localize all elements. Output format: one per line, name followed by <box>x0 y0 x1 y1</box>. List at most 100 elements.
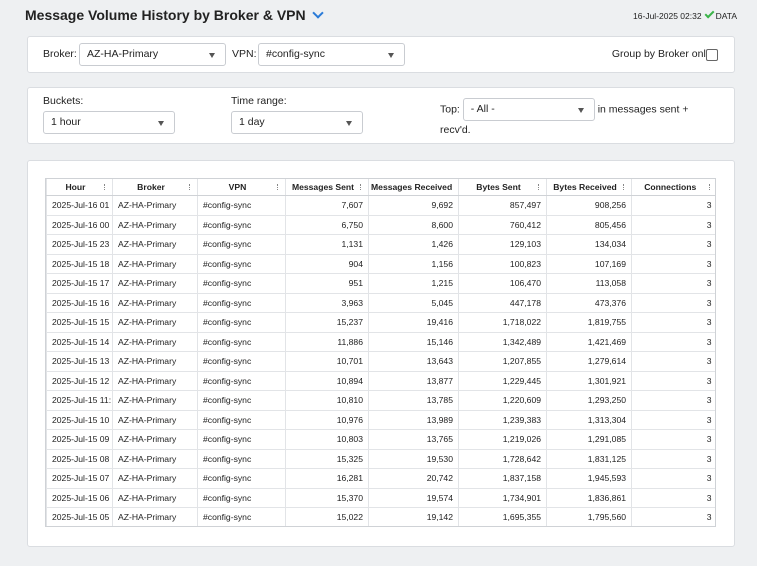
data-table: Hour Broker VPN Messages Sent Messages Recei… <box>46 179 715 526</box>
table-cell: #config-sync <box>197 351 286 372</box>
buckets-select[interactable]: 1 hour <box>43 111 175 134</box>
column-header[interactable]: Hour <box>46 179 113 196</box>
table-row[interactable]: 2025-Jul-15 14 AZ-HA-Primary #config-sync 1… <box>46 332 715 352</box>
table-cell: 1,837,158 <box>458 468 547 489</box>
column-header[interactable]: Connections <box>631 179 715 196</box>
table-cell: 3 <box>631 429 715 450</box>
table-cell: 100,823 <box>458 254 547 274</box>
table-cell: 3 <box>631 351 715 372</box>
table-cell: 447,178 <box>458 293 547 313</box>
table-row[interactable]: 2025-Jul-15 16 AZ-HA-Primary #config-sync 3… <box>46 293 715 313</box>
table-row[interactable]: 2025-Jul-15 09 AZ-HA-Primary #config-sync 1… <box>46 429 715 450</box>
table-cell: 2025-Jul-15 17 <box>46 273 113 294</box>
table-row[interactable]: 2025-Jul-15 11: AZ-HA-Primary #config-sync… <box>46 390 715 411</box>
table-cell: 1,301,921 <box>546 371 632 391</box>
table-cell: 113,058 <box>546 273 632 294</box>
column-header[interactable]: Bytes Received <box>546 179 632 196</box>
title-menu[interactable] <box>311 7 324 19</box>
options-panel: Buckets: 1 hour Time range: 1 day Top: -… <box>27 87 735 144</box>
table-cell: #config-sync <box>197 507 286 526</box>
table-cell: 8,600 <box>368 215 459 235</box>
table-cell: 3 <box>631 293 715 313</box>
table-cell: 1,207,855 <box>458 351 547 372</box>
table-cell: 3 <box>631 195 715 216</box>
table-cell: 10,894 <box>285 371 369 391</box>
status: DATA <box>715 11 737 21</box>
table-cell: 1,215 <box>368 273 459 294</box>
table-cell: 107,169 <box>546 254 632 274</box>
table-cell: 3 <box>631 312 715 333</box>
table-cell: AZ-HA-Primary <box>112 293 198 313</box>
broker-select[interactable]: AZ-HA-Primary <box>79 43 226 66</box>
table-cell: AZ-HA-Primary <box>112 273 198 294</box>
table-row[interactable]: 2025-Jul-15 05 AZ-HA-Primary #config-sync 1… <box>46 507 715 526</box>
top-suffix: in messages sent + recv'd. <box>440 103 689 136</box>
table-cell: 2025-Jul-15 10 <box>46 410 113 430</box>
table-cell: 1,718,022 <box>458 312 547 333</box>
table-cell: 951 <box>285 273 369 294</box>
vpn-select[interactable]: #config-sync <box>258 43 405 66</box>
table-cell: 2025-Jul-15 16 <box>46 293 113 313</box>
column-header[interactable]: Broker <box>112 179 198 196</box>
table-cell: 13,989 <box>368 410 459 430</box>
table-cell: 2025-Jul-16 00 <box>46 215 113 235</box>
table-cell: #config-sync <box>197 254 286 274</box>
column-header[interactable]: Messages Sent <box>285 179 369 196</box>
table-cell: 1,239,383 <box>458 410 547 430</box>
table-cell: 2025-Jul-16 01 <box>46 195 113 216</box>
table-row[interactable]: 2025-Jul-15 15 AZ-HA-Primary #config-sync 1… <box>46 312 715 333</box>
table-cell: #config-sync <box>197 273 286 294</box>
table-cell: 3 <box>631 234 715 255</box>
table-cell: 3 <box>631 332 715 352</box>
table-cell: 15,146 <box>368 332 459 352</box>
table-row[interactable]: 2025-Jul-16 00 AZ-HA-Primary #config-sync 6… <box>46 215 715 235</box>
table-cell: 20,742 <box>368 468 459 489</box>
table-cell: AZ-HA-Primary <box>112 390 198 411</box>
table-row[interactable]: 2025-Jul-15 23 AZ-HA-Primary #config-sync 1… <box>46 234 715 255</box>
column-header[interactable]: Bytes Sent <box>458 179 547 196</box>
table-cell: AZ-HA-Primary <box>112 254 198 274</box>
table-cell: AZ-HA-Primary <box>112 195 198 216</box>
table-row[interactable]: 2025-Jul-15 10 AZ-HA-Primary #config-sync 1… <box>46 410 715 430</box>
table-cell: 3 <box>631 371 715 391</box>
table-row[interactable]: 2025-Jul-15 07 AZ-HA-Primary #config-sync 1… <box>46 468 715 489</box>
table-cell: 3 <box>631 273 715 294</box>
table-cell: 2025-Jul-15 05 <box>46 507 113 526</box>
buckets-label: Buckets: <box>43 95 84 107</box>
table-cell: #config-sync <box>197 215 286 235</box>
table-cell: 904 <box>285 254 369 274</box>
table-cell: #config-sync <box>197 195 286 216</box>
table-cell: #config-sync <box>197 429 286 450</box>
time-range-select[interactable]: 1 day <box>231 111 363 134</box>
table-cell: 1,156 <box>368 254 459 274</box>
table-cell: AZ-HA-Primary <box>112 488 198 508</box>
table-row[interactable]: 2025-Jul-15 08 AZ-HA-Primary #config-sync 1… <box>46 449 715 469</box>
table-cell: 3 <box>631 254 715 274</box>
table-row[interactable]: 2025-Jul-16 01 AZ-HA-Primary #config-sync 7… <box>46 195 715 216</box>
table-cell: 2025-Jul-15 15 <box>46 312 113 333</box>
table-cell: 10,810 <box>285 390 369 411</box>
table-row[interactable]: 2025-Jul-15 12 AZ-HA-Primary #config-sync 1… <box>46 371 715 391</box>
table-cell: #config-sync <box>197 293 286 313</box>
vpn-label: VPN: <box>232 48 257 60</box>
table-cell: AZ-HA-Primary <box>112 332 198 352</box>
status-icon <box>704 8 715 19</box>
table-cell: 1,220,609 <box>458 390 547 411</box>
top-select[interactable]: - All - <box>462 98 595 121</box>
column-header[interactable]: VPN <box>197 179 286 196</box>
table-row[interactable]: 2025-Jul-15 06 AZ-HA-Primary #config-sync 1… <box>46 488 715 508</box>
table-cell: 2025-Jul-15 06 <box>46 488 113 508</box>
table-cell: 1,734,901 <box>458 488 547 508</box>
table-cell: AZ-HA-Primary <box>112 507 198 526</box>
column-header[interactable]: Messages Received <box>368 179 459 196</box>
table-cell: 3 <box>631 410 715 430</box>
table-cell: 1,293,250 <box>546 390 632 411</box>
table-cell: 1,819,755 <box>546 312 632 333</box>
table-row[interactable]: 2025-Jul-15 18 AZ-HA-Primary #config-sync 9… <box>46 254 715 274</box>
table-row[interactable]: 2025-Jul-15 17 AZ-HA-Primary #config-sync 9… <box>46 273 715 294</box>
table-row[interactable]: 2025-Jul-15 13 AZ-HA-Primary #config-sync 1… <box>46 351 715 372</box>
group-checkbox[interactable] <box>706 49 718 61</box>
table-cell: 129,103 <box>458 234 547 255</box>
table-cell: 19,142 <box>368 507 459 526</box>
